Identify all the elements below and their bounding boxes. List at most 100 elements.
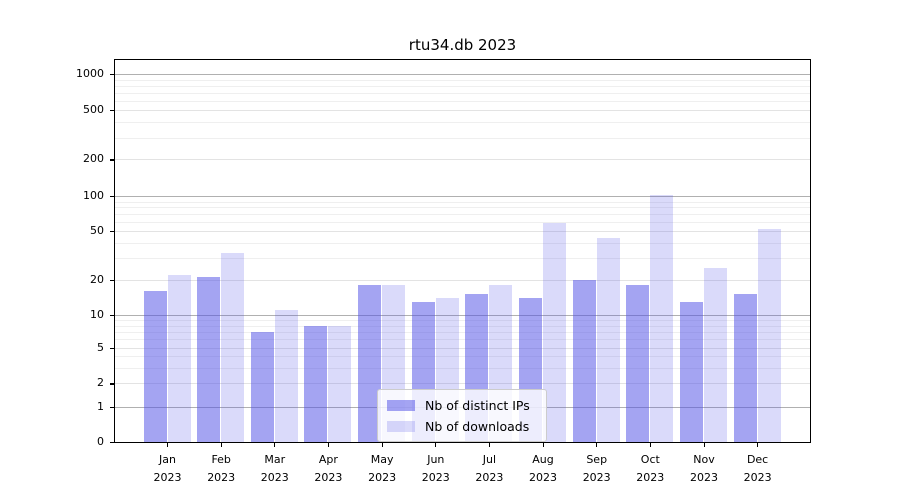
y-gridline-minor-80 [115, 207, 810, 209]
x-tick-label-jun: Jun 2023 [421, 453, 450, 484]
x-tick-mark-sep [596, 443, 598, 447]
y-tick-label-2: 2 [97, 376, 104, 390]
y-gridline-minor-400 [115, 122, 810, 123]
legend: Nb of distinct IPs Nb of downloads [377, 389, 547, 442]
y-gridline-minor-70 [115, 214, 810, 215]
y-tick-mark-10 [110, 315, 114, 317]
bar-may-nb-of-distinct-ips [358, 285, 382, 442]
x-tick-label-feb: Feb 2023 [207, 453, 236, 484]
y-gridline-minor-6 [115, 339, 810, 340]
y-gridline-10 [115, 315, 810, 317]
bar-sep-nb-of-distinct-ips [572, 279, 596, 442]
bar-mar-nb-of-downloads [274, 310, 298, 442]
y-tick-label-5: 5 [97, 340, 104, 354]
y-gridline-500 [115, 110, 810, 111]
y-gridline-minor-90 [115, 201, 810, 203]
y-tick-mark-100 [110, 196, 114, 198]
x-tick-label-dec: Dec 2023 [743, 453, 772, 484]
bar-dec-nb-of-distinct-ips [733, 294, 757, 442]
x-tick-mark-apr [327, 443, 330, 447]
y-gridline-2 [115, 383, 810, 385]
x-tick-mark-may [381, 443, 383, 447]
x-tick-label-aug: Aug 2023 [529, 453, 557, 484]
y-tick-mark-1000 [110, 74, 114, 76]
bar-sep-nb-of-downloads [596, 237, 620, 442]
y-gridline-minor-60 [115, 221, 810, 223]
y-tick-label-1: 1 [97, 400, 104, 414]
y-gridline-100 [115, 196, 810, 198]
y-tick-label-200: 200 [83, 152, 104, 166]
x-tick-label-nov: Nov 2023 [690, 453, 718, 484]
y-tick-label-1000: 1000 [76, 67, 104, 81]
y-tick-mark-20 [110, 279, 114, 281]
y-tick-mark-500 [110, 110, 114, 112]
y-gridline-minor-9 [115, 320, 810, 322]
legend-row-downloads: Nb of downloads [387, 417, 538, 435]
x-tick-label-sep: Sep 2023 [582, 453, 611, 484]
bar-apr-nb-of-downloads [328, 325, 352, 442]
bar-jan-nb-of-downloads [167, 274, 191, 442]
y-gridline-20 [115, 279, 810, 281]
x-tick-mark-jan [167, 443, 169, 447]
x-tick-mark-aug [542, 443, 544, 447]
y-gridline-1000 [115, 74, 810, 76]
x-tick-mark-mar [274, 443, 276, 447]
y-gridline-minor-800 [115, 85, 810, 87]
bar-feb-nb-of-downloads [221, 252, 245, 442]
bar-aug-nb-of-downloads [543, 223, 567, 442]
x-tick-mark-nov [703, 443, 705, 447]
legend-swatch-downloads [387, 420, 415, 432]
x-tick-label-mar: Mar 2023 [260, 453, 289, 484]
y-gridline-minor-40 [115, 242, 810, 244]
y-gridline-200 [115, 159, 810, 161]
y-tick-mark-1 [110, 407, 114, 409]
y-tick-label-20: 20 [90, 272, 104, 286]
x-tick-label-apr: Apr 2023 [314, 453, 343, 484]
bar-nov-nb-of-distinct-ips [680, 301, 703, 442]
chart-title: rtu34.db 2023 [408, 36, 517, 54]
y-tick-mark-200 [110, 159, 114, 161]
y-gridline-minor-300 [115, 137, 810, 139]
bar-dec-nb-of-downloads [757, 228, 781, 442]
y-tick-label-50: 50 [90, 223, 104, 237]
x-tick-label-jul: Jul 2023 [475, 453, 504, 484]
x-tick-label-jan: Jan 2023 [153, 453, 182, 484]
bar-feb-nb-of-distinct-ips [197, 277, 221, 442]
y-gridline-minor-7 [115, 331, 810, 333]
x-tick-label-may: May 2023 [368, 453, 397, 484]
y-gridline-minor-4 [115, 356, 810, 358]
y-gridline-5 [115, 347, 810, 349]
legend-row-distinct-ips: Nb of distinct IPs [387, 396, 538, 414]
y-tick-label-500: 500 [83, 103, 104, 116]
y-gridline-50 [115, 230, 810, 232]
y-gridline-minor-900 [115, 79, 810, 81]
y-tick-mark-2 [110, 383, 114, 385]
bar-apr-nb-of-distinct-ips [304, 325, 328, 442]
legend-swatch-distinct-ips [387, 399, 415, 411]
y-tick-label-0: 0 [97, 435, 104, 448]
y-gridline-minor-600 [115, 100, 810, 102]
y-gridline-minor-3 [115, 367, 810, 369]
y-gridline-minor-30 [115, 258, 810, 259]
x-tick-label-oct: Oct 2023 [636, 453, 665, 484]
y-tick-label-100: 100 [83, 189, 104, 203]
y-gridline-minor-700 [115, 92, 810, 94]
plot-area [114, 59, 811, 443]
bar-oct-nb-of-downloads [650, 194, 674, 442]
x-tick-mark-dec [757, 443, 759, 447]
bar-oct-nb-of-distinct-ips [626, 285, 650, 442]
x-tick-mark-feb [220, 443, 222, 447]
bar-mar-nb-of-distinct-ips [250, 331, 274, 442]
x-tick-mark-jun [435, 443, 437, 447]
bar-nov-nb-of-downloads [704, 267, 727, 442]
y-tick-mark-0 [110, 442, 114, 444]
bar-jan-nb-of-distinct-ips [143, 291, 167, 442]
legend-label-downloads: Nb of downloads [425, 418, 530, 434]
x-tick-mark-oct [649, 443, 651, 447]
x-tick-mark-jul [488, 443, 491, 447]
y-gridline-minor-8 [115, 325, 810, 327]
y-tick-mark-50 [110, 230, 114, 232]
legend-label-distinct-ips: Nb of distinct IPs [425, 397, 530, 413]
y-tick-mark-5 [110, 347, 114, 349]
